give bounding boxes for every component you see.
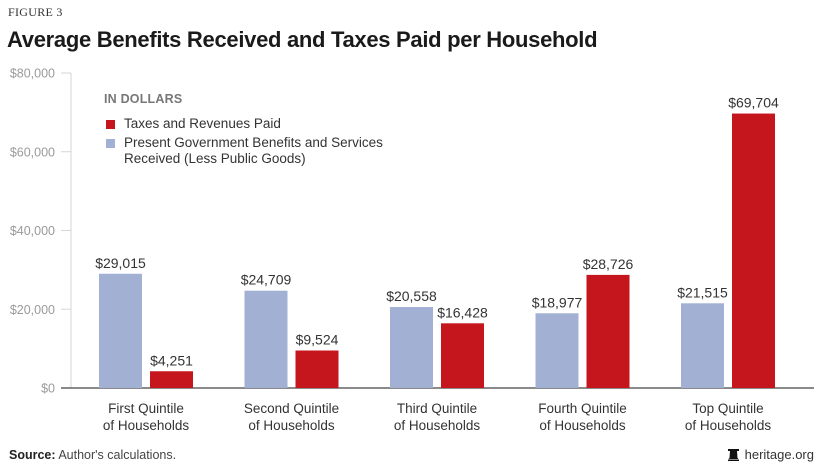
figure-label: FIGURE 3 [8,5,63,19]
data-label: $16,428 [437,304,488,320]
data-label: $18,977 [532,294,583,310]
source-text: Author's calculations. [58,448,177,462]
legend-title: IN DOLLARS [104,92,183,106]
source-note: Source: Author's calculations. [9,448,176,462]
bar-benefits [99,273,142,388]
bar-benefits [681,303,724,388]
bar-taxes [441,323,484,388]
category-label: of Households [103,418,190,433]
data-label: $9,524 [296,331,339,347]
bars [99,113,775,388]
bar-labels: $29,015 $4,251 $24,709 $9,524 $20,558$16,428… [95,95,779,369]
liberty-bell-icon [727,448,739,461]
category-label: Fourth Quintile [538,401,627,416]
source-prefix: Source: [9,448,56,462]
legend-item-benefits: Present Government Benefits and Services… [104,135,404,167]
legend-label-benefits: Present Government Benefits and Services… [124,135,383,166]
category-labels: First Quintile of Households Second Quinti… [103,401,772,433]
credit-text: heritage.org [744,447,814,462]
credit: heritage.org [727,447,814,462]
category-label: First Quintile [108,401,184,416]
category-label: Second Quintile [244,401,339,416]
bar-taxes [150,371,193,388]
category-label: of Households [394,418,481,433]
legend: IN DOLLARS Taxes and Revenues Paid Prese… [104,92,404,170]
bar-taxes [732,113,775,388]
category-label: Third Quintile [397,401,477,416]
category-label: Top Quintile [692,401,763,416]
data-label: $29,015 [95,255,146,271]
data-label: $4,251 [150,352,193,368]
legend-item-taxes: Taxes and Revenues Paid [104,116,404,132]
y-tick-label: $40,000 [10,224,55,238]
y-tick-label: $0 [41,382,55,396]
data-label: $20,558 [386,288,437,304]
chart-title: Average Benefits Received and Taxes Paid… [7,27,598,52]
data-label: $21,515 [677,284,728,300]
bar-benefits [390,307,433,388]
category-label: of Households [539,418,626,433]
bar-benefits [535,313,579,388]
category-label: of Households [685,418,772,433]
legend-label-taxes: Taxes and Revenues Paid [124,116,281,131]
bar-taxes [295,350,339,388]
y-tick-label: $80,000 [10,67,55,81]
category-label: of Households [248,418,335,433]
y-tick-label: $60,000 [10,145,55,159]
data-label: $28,726 [583,256,634,272]
bar-benefits [244,290,288,388]
legend-swatch-taxes [106,120,115,129]
bar-taxes [586,274,630,388]
data-label: $69,704 [728,95,779,111]
data-label: $24,709 [241,272,292,288]
y-tick-label: $20,000 [10,303,55,317]
legend-swatch-benefits [106,139,115,148]
